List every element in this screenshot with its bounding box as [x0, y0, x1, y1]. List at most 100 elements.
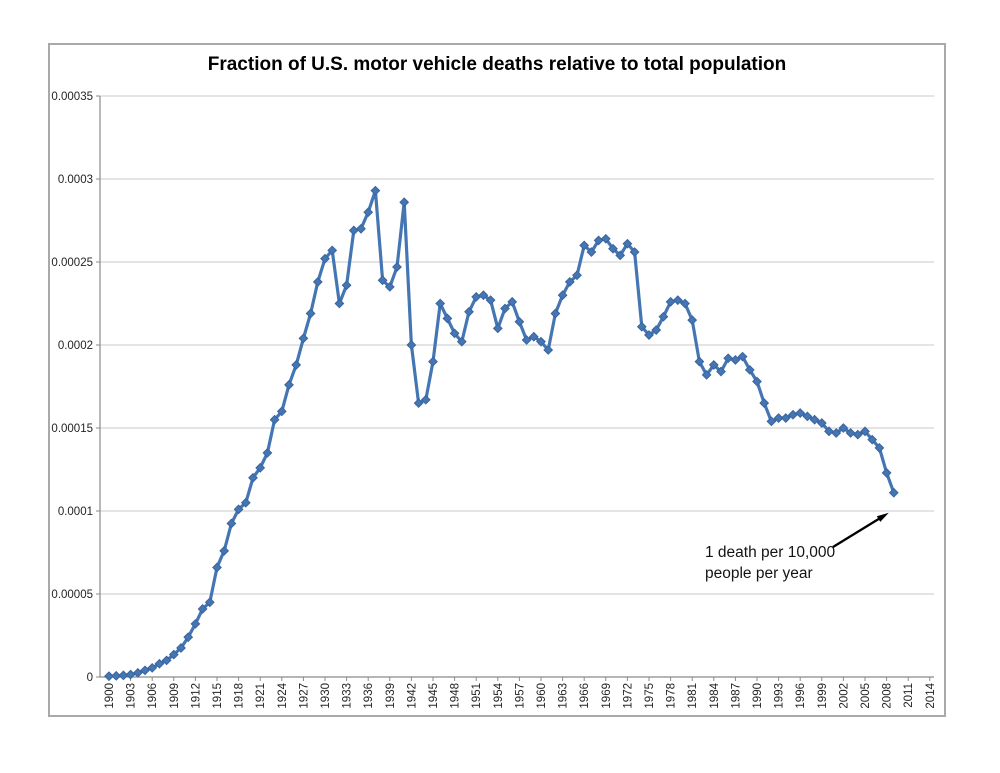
- data-point-1941: [399, 197, 410, 208]
- x-axis-tick-label: 1945: [428, 683, 440, 709]
- data-point-1990: [752, 376, 762, 387]
- data-point-1940: [392, 262, 402, 272]
- data-point-2005: [860, 426, 870, 437]
- x-axis-tick-label: 1918: [234, 683, 246, 709]
- data-point-1950: [464, 306, 474, 317]
- data-point-2000: [824, 426, 834, 437]
- y-axis-tick-label: 0: [87, 672, 93, 684]
- data-point-1959: [528, 331, 539, 342]
- data-point-1928: [305, 308, 316, 319]
- data-point-1972: [622, 238, 633, 249]
- data-point-1906: [147, 662, 158, 673]
- data-point-1935: [356, 223, 366, 234]
- y-axis-tick-label: 0.00035: [51, 91, 93, 103]
- x-axis-tick-label: 1963: [558, 683, 570, 709]
- data-point-1920: [248, 472, 258, 483]
- data-point-1991: [759, 398, 770, 409]
- data-point-1967: [586, 247, 597, 257]
- data-point-1931: [327, 245, 338, 256]
- x-axis-tick-label: 1984: [709, 682, 721, 708]
- data-point-1986: [723, 353, 734, 364]
- data-point-1914: [204, 597, 215, 608]
- data-point-1998: [809, 414, 820, 425]
- data-point-1913: [197, 604, 208, 614]
- data-point-1901: [111, 670, 122, 681]
- data-point-1961: [543, 345, 554, 355]
- data-point-1984: [708, 360, 719, 370]
- data-point-1977: [658, 311, 669, 322]
- data-point-1947: [442, 313, 453, 324]
- annotation-line1: 1 death per 10,000: [705, 544, 836, 561]
- chart-title: Fraction of U.S. motor vehicle deaths re…: [207, 54, 787, 75]
- data-point-2004: [852, 429, 863, 440]
- x-axis-tick-label: 1987: [730, 683, 742, 709]
- data-point-1929: [312, 277, 323, 287]
- x-axis-tick-label: 1972: [622, 683, 634, 709]
- data-point-1945: [428, 356, 438, 367]
- data-point-1976: [651, 325, 662, 335]
- data-point-1960: [536, 336, 546, 347]
- x-axis-tick-label: 1906: [147, 683, 159, 709]
- x-axis-tick-label: 1975: [644, 683, 656, 709]
- data-point-1915: [212, 562, 222, 573]
- data-point-2001: [831, 428, 842, 438]
- x-axis-tick-label: 1936: [363, 683, 375, 709]
- annotation-arrow-head: [876, 512, 889, 522]
- x-axis-tick-label: 1951: [471, 683, 483, 709]
- data-point-1939: [384, 281, 395, 292]
- data-point-1992: [766, 416, 777, 427]
- data-point-1956: [507, 296, 518, 307]
- data-point-1926: [291, 360, 302, 370]
- x-axis-tick-label: 1957: [514, 683, 526, 709]
- data-point-1937: [370, 185, 381, 196]
- data-point-2006: [867, 434, 878, 445]
- data-point-2008: [881, 467, 892, 478]
- data-point-2009: [888, 487, 899, 498]
- chart-frame[interactable]: [48, 43, 946, 717]
- data-point-1930: [320, 253, 330, 264]
- x-axis-tick-label: 2005: [860, 683, 872, 709]
- y-axis-tick-label: 0.00005: [51, 589, 93, 601]
- data-point-1966: [579, 240, 590, 251]
- data-point-1921: [255, 462, 266, 473]
- data-point-2007: [874, 443, 885, 453]
- data-point-1983: [701, 369, 712, 380]
- y-axis-tick-label: 0.0003: [58, 174, 93, 186]
- data-point-1981: [687, 315, 698, 326]
- x-axis-tick-label: 1954: [493, 682, 505, 708]
- x-axis-tick-label: 1981: [687, 683, 699, 709]
- data-point-1911: [183, 632, 194, 643]
- data-point-1919: [240, 497, 251, 508]
- data-point-1902: [118, 670, 129, 681]
- data-point-1946: [435, 298, 446, 309]
- data-point-1942: [406, 340, 417, 350]
- y-axis-tick-label: 0.00015: [51, 423, 93, 435]
- x-axis-tick-label: 1933: [342, 683, 354, 709]
- data-point-1982: [694, 356, 705, 367]
- x-axis-tick-label: 1912: [190, 683, 202, 709]
- data-point-1993: [773, 413, 784, 423]
- data-series-line: [107, 189, 896, 678]
- x-axis-tick-label: 1924: [277, 682, 289, 708]
- annotation-text: 1 death per 10,000 people per year: [705, 542, 835, 584]
- data-point-1975: [644, 330, 654, 340]
- data-point-1974: [636, 321, 647, 332]
- data-point-1971: [615, 250, 626, 261]
- data-point-1908: [161, 655, 172, 666]
- data-point-1932: [334, 298, 345, 309]
- annotation-arrow-line: [832, 516, 881, 548]
- data-point-1973: [629, 247, 640, 257]
- data-point-1925: [284, 379, 294, 390]
- data-point-1953: [485, 295, 496, 306]
- data-point-1962: [550, 308, 561, 319]
- data-point-1989: [744, 364, 755, 375]
- data-point-1922: [262, 447, 273, 458]
- data-point-2002: [838, 423, 849, 433]
- data-point-1949: [456, 336, 467, 347]
- data-point-1944: [420, 394, 431, 405]
- data-point-1988: [737, 351, 748, 362]
- x-axis-tick-label: 1966: [579, 683, 591, 709]
- x-axis-tick-label: 1939: [385, 683, 397, 709]
